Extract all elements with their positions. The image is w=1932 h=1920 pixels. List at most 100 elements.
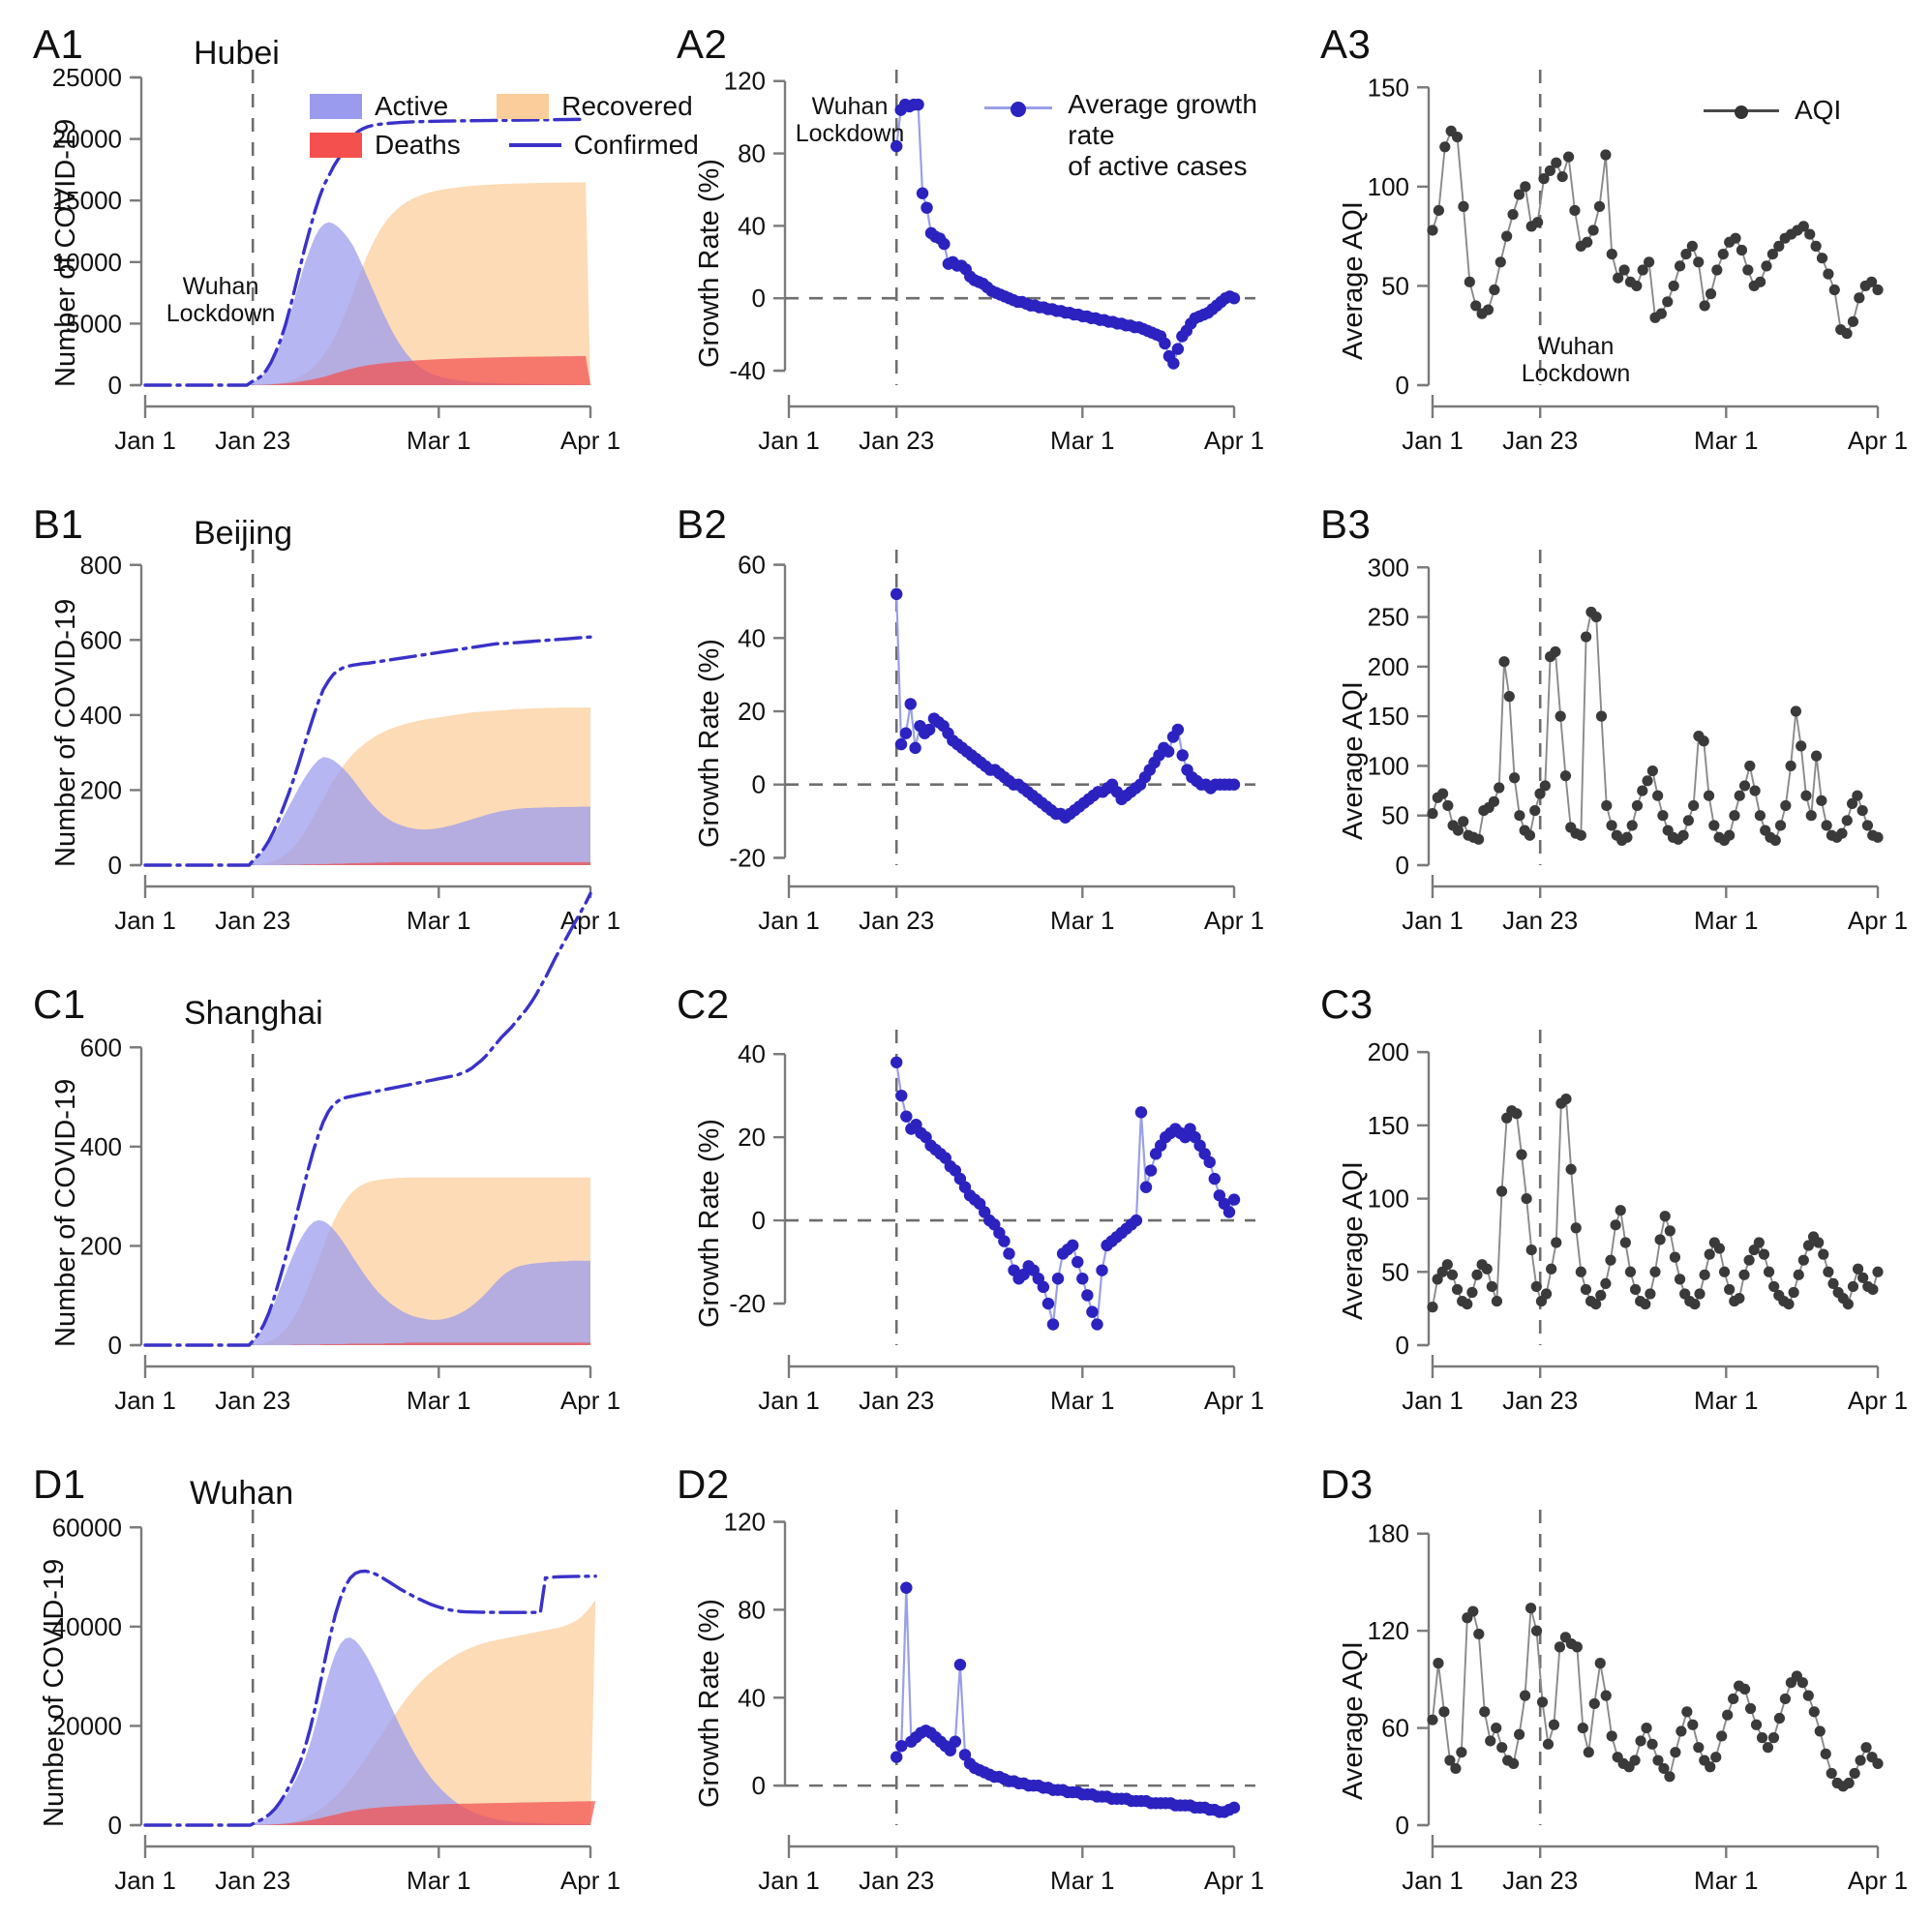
svg-text:Mar 1: Mar 1 <box>1694 426 1758 455</box>
svg-text:Mar 1: Mar 1 <box>407 1386 470 1415</box>
plot-area-B2: -20 0 20 40 60 Jan 1 Jan 23 Mar 1 Apr 1 <box>644 480 1287 960</box>
svg-text:Mar 1: Mar 1 <box>407 1866 470 1895</box>
panel-label-A2: A2 <box>677 21 728 67</box>
lockdown-annotation-A2: Wuhan Lockdown <box>795 93 905 147</box>
panel-C1: C1 Shanghai Number of COVID-19 0 200 400 60… <box>0 891 644 1440</box>
svg-text:0: 0 <box>752 1206 766 1235</box>
svg-text:Jan 1: Jan 1 <box>758 906 820 935</box>
panel-title-D1: Wuhan <box>190 1475 294 1512</box>
plot-area-A3: 0 50 100 150 Jan 1 Jan 23 Mar 1 Apr 1 <box>1287 0 1932 480</box>
svg-text:40: 40 <box>738 623 766 652</box>
row-B: B1 Beijing Number of COVID-19 0 200 400 600… <box>0 480 1932 960</box>
svg-text:40: 40 <box>738 1683 766 1712</box>
svg-text:0: 0 <box>1396 1331 1409 1360</box>
deaths-swatch <box>310 133 362 158</box>
svg-text:0: 0 <box>1396 371 1409 400</box>
svg-text:Apr 1: Apr 1 <box>560 426 620 455</box>
svg-text:Jan 1: Jan 1 <box>1402 426 1464 455</box>
svg-text:600: 600 <box>80 625 122 654</box>
svg-text:180: 180 <box>1368 1519 1409 1548</box>
svg-text:Mar 1: Mar 1 <box>1694 1866 1758 1895</box>
panel-A3: A3 Average AQI 0 50 100 150 Jan 1 Jan 23 Mar 1… <box>1287 0 1932 480</box>
svg-text:150: 150 <box>1368 702 1409 731</box>
svg-text:Jan 23: Jan 23 <box>215 426 290 455</box>
legend-item-recovered: Recovered <box>497 91 693 122</box>
svg-text:Jan 23: Jan 23 <box>215 906 290 935</box>
lockdown-annotation-A1: Wuhan Lockdown <box>166 273 276 327</box>
svg-text:60: 60 <box>1381 1714 1409 1743</box>
row-A: A1 Hubei Number of COVID-19 0 5000 10000 15… <box>0 0 1932 480</box>
plot-area-C2: -20 0 20 40 Jan 1 Jan 23 Mar 1 Apr 1 <box>644 960 1287 1440</box>
panel-label-A3: A3 <box>1320 21 1372 67</box>
svg-text:Mar 1: Mar 1 <box>1050 426 1114 455</box>
svg-text:Apr 1: Apr 1 <box>1204 906 1264 935</box>
svg-text:200: 200 <box>80 775 122 804</box>
plot-area-D2: 0 40 80 120 Jan 1 Jan 23 Mar 1 Apr 1 <box>644 1440 1287 1920</box>
legend-A2: Average growth rate of active cases <box>984 89 1287 182</box>
svg-text:Mar 1: Mar 1 <box>407 906 470 935</box>
svg-text:60: 60 <box>738 551 766 580</box>
svg-text:Mar 1: Mar 1 <box>1050 1866 1114 1895</box>
svg-text:120: 120 <box>1368 1616 1409 1645</box>
svg-text:50: 50 <box>1381 1257 1409 1286</box>
panel-C3: C3 Average AQI 0 50 100 150 200 Jan 1 Jan 23 Ma… <box>1287 960 1932 1440</box>
svg-text:200: 200 <box>1368 1037 1409 1066</box>
svg-text:Apr 1: Apr 1 <box>1204 1866 1264 1895</box>
legend-item-active: Active <box>310 91 448 122</box>
panel-B3: B3 Average AQI 0 50 100 150 200 250 300 Jan 1 Ja… <box>1287 480 1932 960</box>
svg-text:800: 800 <box>80 551 122 580</box>
svg-text:Mar 1: Mar 1 <box>1050 906 1114 935</box>
svg-text:Apr 1: Apr 1 <box>1848 1866 1908 1895</box>
panel-D1: D1 Wuhan Number of COVID-19 0 20000 40000 6… <box>0 1440 644 1920</box>
svg-text:Jan 1: Jan 1 <box>1402 1386 1464 1415</box>
svg-text:150: 150 <box>1368 73 1409 102</box>
legend-item-deaths: Deaths <box>310 130 461 161</box>
svg-text:Apr 1: Apr 1 <box>1204 1386 1264 1415</box>
plot-area-D1: 0 20000 40000 60000 Jan 1 Jan 23 Mar 1 Apr 1 <box>0 1440 644 1920</box>
svg-text:-20: -20 <box>729 843 766 872</box>
plot-area-A1: 0 5000 10000 15000 20000 25000 Jan 1 Jan 23 Mar … <box>0 0 644 480</box>
panel-label-C1: C1 <box>33 981 86 1027</box>
svg-text:-20: -20 <box>729 1289 766 1318</box>
svg-text:Jan 1: Jan 1 <box>758 426 820 455</box>
svg-text:600: 600 <box>80 1033 122 1062</box>
confirmed-line-sample <box>508 143 561 147</box>
svg-text:100: 100 <box>1368 751 1409 780</box>
svg-text:-40: -40 <box>729 356 766 385</box>
svg-text:40000: 40000 <box>52 1612 122 1641</box>
panel-title-C1: Shanghai <box>184 995 323 1032</box>
svg-text:50: 50 <box>1381 271 1409 300</box>
svg-text:Jan 1: Jan 1 <box>114 906 176 935</box>
svg-text:20000: 20000 <box>52 1711 122 1740</box>
svg-text:Jan 1: Jan 1 <box>114 1866 176 1895</box>
svg-text:Jan 23: Jan 23 <box>1502 906 1578 935</box>
legend-label-recovered: Recovered <box>561 91 693 121</box>
svg-text:300: 300 <box>1368 553 1409 582</box>
panel-D2: D2 Growth Rate (%) 0 40 80 120 Jan 1 Jan 23 Ma… <box>644 1440 1287 1920</box>
lockdown-annotation-A3: Wuhan Lockdown <box>1521 333 1631 387</box>
panel-label-D2: D2 <box>677 1461 730 1507</box>
svg-text:10000: 10000 <box>52 248 122 277</box>
svg-text:Apr 1: Apr 1 <box>560 1386 620 1415</box>
legend-label-growth: Average growth rate of active cases <box>1068 89 1257 181</box>
svg-text:0: 0 <box>108 1331 122 1360</box>
svg-text:5000: 5000 <box>66 309 122 338</box>
svg-text:Jan 1: Jan 1 <box>1402 1866 1464 1895</box>
svg-text:120: 120 <box>724 1508 766 1537</box>
panel-label-B3: B3 <box>1320 501 1372 547</box>
plot-area-C3: 0 50 100 150 200 Jan 1 Jan 23 Mar 1 Apr 1 <box>1287 960 1932 1440</box>
panel-label-B1: B1 <box>33 501 84 547</box>
svg-text:0: 0 <box>752 770 766 799</box>
panel-label-C3: C3 <box>1320 981 1374 1027</box>
svg-text:0: 0 <box>108 851 122 880</box>
svg-text:60000: 60000 <box>52 1513 122 1542</box>
plot-area-B1: 0 200 400 600 800 Jan 1 Jan 23 Mar 1 Apr 1 <box>0 480 644 960</box>
legend-label-deaths: Deaths <box>375 130 461 160</box>
svg-text:0: 0 <box>752 284 766 313</box>
svg-text:Jan 1: Jan 1 <box>758 1866 820 1895</box>
svg-text:20: 20 <box>738 1123 766 1152</box>
svg-text:80: 80 <box>738 139 766 168</box>
panel-label-B2: B2 <box>677 501 728 547</box>
panel-label-D1: D1 <box>33 1461 86 1507</box>
recovered-swatch <box>497 94 550 119</box>
